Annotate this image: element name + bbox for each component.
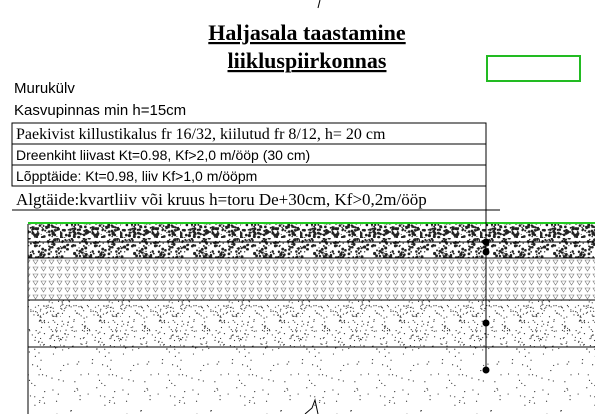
gravel-layer: [28, 224, 595, 258]
drain-layer: [28, 258, 595, 300]
tick: [317, 0, 321, 9]
layer-label: Algtäide:kvartliiv või kruus h=toru De+3…: [16, 190, 427, 209]
layer-label: Paekivist killustikalus fr 16/32, kiilut…: [16, 126, 386, 143]
dot: [482, 319, 490, 327]
layer-label: Lõpptäide: Kt=0.98, liiv Kf>1,0 m/ööpm: [16, 168, 257, 184]
break-mark: [304, 398, 319, 414]
dot: [482, 366, 490, 374]
box: [11, 164, 487, 187]
title-line: liikluspiirkonnas: [228, 48, 387, 73]
leader-dots: [482, 238, 490, 374]
initial-fill-layer: [28, 347, 595, 414]
dot: [482, 248, 490, 256]
label: Kasvupinnas min h=15cm: [14, 102, 186, 119]
dot: [482, 238, 490, 246]
label-boxes: [11, 122, 500, 211]
label: Murukülv: [14, 80, 75, 97]
layer-lines: [27, 224, 595, 414]
title-line: Haljasala taastamine: [208, 20, 406, 45]
green-box: [486, 55, 581, 82]
layer-label: Dreenkiht liivast Kt=0.98, Kf>2,0 m/ööp …: [16, 147, 310, 163]
fill-layer: [28, 300, 595, 347]
